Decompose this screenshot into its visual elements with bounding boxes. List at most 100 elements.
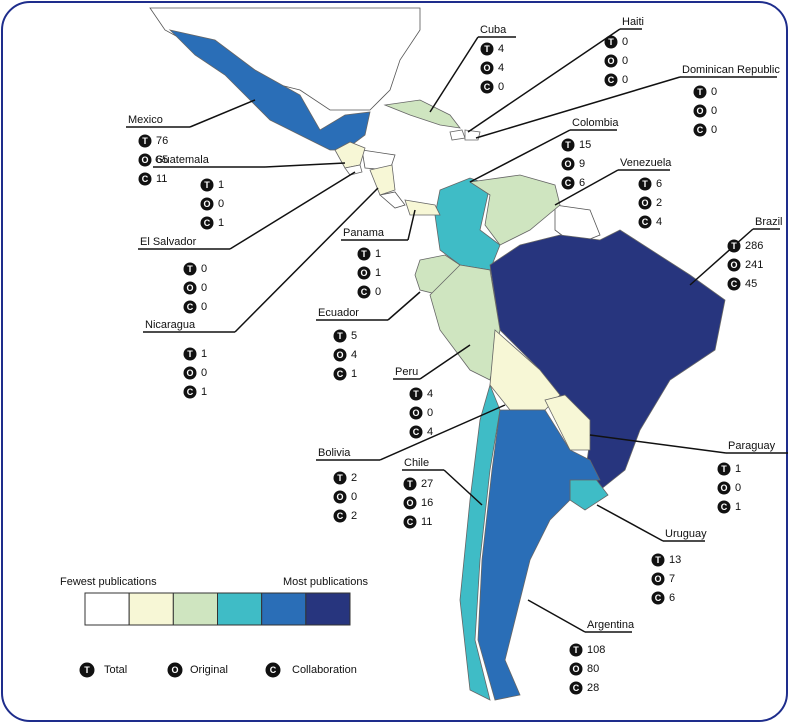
country-shape — [168, 29, 371, 151]
badge — [604, 73, 618, 87]
country-name: El Salvador — [140, 236, 197, 248]
badge-letter: T — [204, 180, 210, 190]
count: 5 — [351, 330, 357, 342]
badge — [651, 591, 665, 605]
country-shape — [404, 199, 441, 216]
badge-letter: C — [187, 387, 194, 397]
badge-letter: T — [407, 479, 413, 489]
key-letter: C — [270, 665, 277, 675]
leader-line — [234, 187, 379, 333]
count: 0 — [711, 86, 717, 98]
badge-letter: O — [203, 199, 210, 209]
badge-letter: C — [407, 517, 414, 527]
badge — [569, 662, 583, 676]
leader-line — [419, 344, 471, 380]
badge — [403, 515, 417, 529]
count: 0 — [711, 105, 717, 117]
count: 7 — [669, 573, 675, 585]
country-shape — [477, 409, 601, 701]
count: 1 — [218, 217, 224, 229]
badge — [693, 104, 707, 118]
badge-letter: C — [642, 217, 649, 227]
count: 4 — [427, 426, 433, 438]
key-badge — [265, 662, 281, 678]
count: 0 — [622, 36, 628, 48]
country-name: Haiti — [622, 16, 644, 28]
badge-letter: O — [654, 574, 661, 584]
badge — [138, 172, 152, 186]
count: 0 — [735, 482, 741, 494]
country-shape — [449, 129, 466, 141]
badge — [403, 477, 417, 491]
count: 9 — [579, 158, 585, 170]
country-name: Dominican Republic — [682, 64, 780, 76]
badge-letter: O — [572, 664, 579, 674]
key-label: Collaboration — [292, 664, 357, 676]
legend-swatch — [217, 592, 263, 626]
country-shape — [459, 383, 501, 701]
badge-letter: C — [608, 75, 615, 85]
badge — [480, 61, 494, 75]
badge-letter: T — [484, 44, 490, 54]
count: 2 — [351, 472, 357, 484]
badge-letter: O — [186, 368, 193, 378]
leader-line — [554, 169, 619, 206]
badge — [138, 153, 152, 167]
count: 0 — [622, 55, 628, 67]
leader-line — [429, 36, 479, 113]
count: 0 — [622, 74, 628, 86]
badge-letter: T — [697, 87, 703, 97]
badge-letter: O — [406, 498, 413, 508]
count: 0 — [711, 124, 717, 136]
badge-letter: C — [565, 178, 572, 188]
badge-letter: T — [187, 349, 193, 359]
badge — [717, 462, 731, 476]
country-name: Paraguay — [728, 440, 776, 452]
badge-letter: C — [142, 174, 149, 184]
country-shapes — [168, 29, 726, 701]
count: 0 — [201, 367, 207, 379]
key-letter: O — [171, 665, 178, 675]
count: 16 — [421, 497, 433, 509]
badge-letter: O — [607, 56, 614, 66]
count: 108 — [587, 644, 605, 656]
legend-swatch — [128, 592, 174, 626]
country-name: Argentina — [587, 619, 635, 631]
country-name: Chile — [404, 457, 429, 469]
badge-letter: C — [573, 683, 580, 693]
leader-line — [527, 599, 586, 633]
count: 1 — [735, 463, 741, 475]
badge — [183, 281, 197, 295]
leader-line — [596, 504, 664, 542]
count: 6 — [669, 592, 675, 604]
legend-swatch — [305, 592, 351, 626]
badge — [403, 496, 417, 510]
badge-letter: T — [361, 249, 367, 259]
country-name: Venezuela — [620, 157, 672, 169]
count: 4 — [656, 216, 662, 228]
leader-line — [229, 171, 356, 250]
country-shape — [464, 129, 481, 141]
badge — [333, 367, 347, 381]
key-badge — [167, 662, 183, 678]
count: 286 — [745, 240, 763, 252]
badge-letter: O — [720, 483, 727, 493]
country-shape — [334, 141, 366, 169]
badge-letter: C — [337, 511, 344, 521]
badge — [727, 239, 741, 253]
leader-line — [407, 209, 416, 241]
leader-line — [469, 129, 571, 183]
badge — [333, 329, 347, 343]
badge-letter: O — [186, 283, 193, 293]
badge-letter: T — [642, 179, 648, 189]
key-badge — [79, 662, 95, 678]
leader-line — [589, 434, 727, 454]
badge-letter: O — [360, 268, 367, 278]
badge-letter: T — [142, 136, 148, 146]
country-name: Nicaragua — [145, 319, 196, 331]
badge-letter: O — [641, 198, 648, 208]
leader-line — [475, 76, 681, 139]
badge — [409, 425, 423, 439]
